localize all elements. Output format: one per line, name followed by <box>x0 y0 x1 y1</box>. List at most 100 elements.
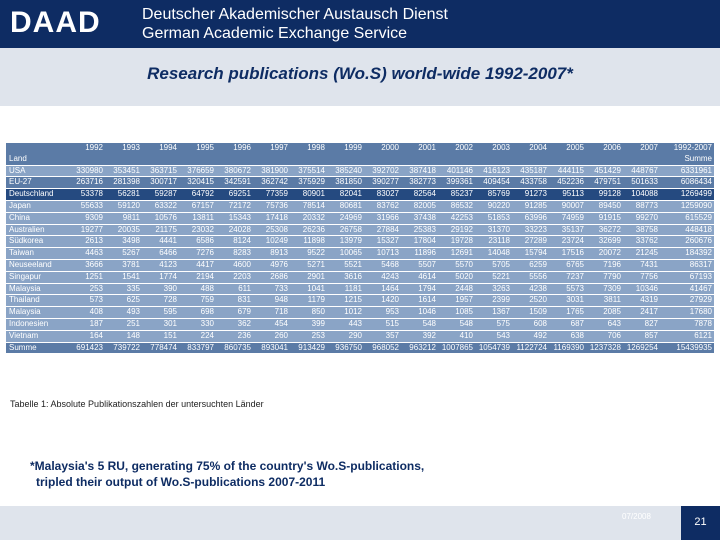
table-cell: 679 <box>216 306 253 319</box>
table-cell: 392 <box>401 329 438 343</box>
table-cell: 718 <box>253 306 290 319</box>
table-cell: 7196 <box>586 258 623 272</box>
table-corner-cell <box>6 143 68 154</box>
slide-title: Research publications (Wo.S) world-wide … <box>147 64 573 83</box>
year-header: 2006 <box>586 143 623 154</box>
table-cell: 59287 <box>142 188 179 201</box>
table-cell: 1012 <box>327 306 364 319</box>
table-cell: 91915 <box>586 211 623 225</box>
table-cell: 548 <box>401 317 438 331</box>
table-cell: 151 <box>142 329 179 343</box>
table-cell: 9309 <box>68 211 105 225</box>
table-cell: 91273 <box>512 188 549 201</box>
country-name: Indonesien <box>6 317 68 331</box>
table-cell: 1251 <box>68 270 105 284</box>
table-cell: 10576 <box>142 211 179 225</box>
table-cell: 2203 <box>216 270 253 284</box>
table-cell: 831 <box>216 294 253 307</box>
table-cell: 1041 <box>290 282 327 295</box>
table-cell: 501633 <box>623 176 660 189</box>
year-header: 1992 <box>68 143 105 154</box>
row-total-cell: 17680 <box>660 306 714 319</box>
table-cell: 55633 <box>68 199 105 213</box>
table-cell: 253 <box>290 329 327 343</box>
table-cell: 850 <box>290 306 327 319</box>
table-cell: 5468 <box>364 258 401 272</box>
table-cell: 23118 <box>475 235 512 248</box>
country-name: China <box>6 211 68 225</box>
table-cell: 7431 <box>623 258 660 272</box>
row-total-cell: 7878 <box>660 317 714 331</box>
table-cell: 290 <box>327 329 364 343</box>
table-cell: 104088 <box>623 188 660 201</box>
org-name-german: Deutscher Akademischer Austausch Dienst <box>142 6 448 23</box>
year-header: 1994 <box>142 143 179 154</box>
table-cell: 448767 <box>623 164 660 177</box>
table-cell: 224 <box>179 329 216 343</box>
table-cell: 64792 <box>179 188 216 201</box>
table-cell: 89450 <box>586 199 623 213</box>
table-cell: 19728 <box>438 235 475 248</box>
table-row: Thailand 573 625 728 759 831 948 1179 1215 1420 16… <box>6 294 714 307</box>
row-total-cell: 15439935 <box>660 341 714 354</box>
table-cell: 17418 <box>253 211 290 225</box>
table-cell: 342591 <box>216 176 253 189</box>
table-cell: 12691 <box>438 247 475 260</box>
table-cell: 416123 <box>475 164 512 177</box>
table-cell: 26758 <box>327 223 364 236</box>
table-row: Malaysia 253 335 390 488 611 733 1041 1181 1464 17… <box>6 282 714 295</box>
table-cell: 778474 <box>142 341 179 354</box>
table-cell: 23724 <box>549 235 586 248</box>
table-row: Deutschland 53378 56281 59287 64792 69251 7735… <box>6 188 714 201</box>
table-cell: 728 <box>142 294 179 307</box>
table-cell: 23032 <box>179 223 216 236</box>
table-cell: 443 <box>327 317 364 331</box>
table-cell: 78514 <box>290 199 327 213</box>
empty-header-cell <box>475 153 512 166</box>
table-cell: 1367 <box>475 306 512 319</box>
footnote-line-2: tripled their output of Wo.S-publication… <box>36 475 326 489</box>
country-name: Malaysia <box>6 306 68 319</box>
table-cell: 3263 <box>475 282 512 295</box>
table-cell: 893041 <box>253 341 290 354</box>
table-cell: 6259 <box>512 258 549 272</box>
year-header: 2004 <box>512 143 549 154</box>
table-cell: 1509 <box>512 306 549 319</box>
footnote-line-1: *Malaysia's 5 RU, generating 75% of the … <box>30 459 425 473</box>
daad-logo: DAAD <box>10 6 101 39</box>
total-header: 1992-2007 <box>660 143 714 154</box>
row-total-cell: 1259090 <box>660 199 714 213</box>
table-cell: 968052 <box>364 341 401 354</box>
empty-header-cell <box>327 153 364 166</box>
table-cell: 698 <box>179 306 216 319</box>
table-cell: 1464 <box>364 282 401 295</box>
table-cell: 83762 <box>364 199 401 213</box>
table-row: Summe 691423 739722 778474 833797 860735 89304… <box>6 341 714 354</box>
table-cell: 37438 <box>401 211 438 225</box>
table-cell: 363715 <box>142 164 179 177</box>
table-cell: 860735 <box>216 341 253 354</box>
table-cell: 759 <box>179 294 216 307</box>
table-cell: 4600 <box>216 258 253 272</box>
empty-header-cell <box>142 153 179 166</box>
table-cell: 4614 <box>401 270 438 284</box>
table-cell: 1054739 <box>475 341 512 354</box>
table-cell: 53378 <box>68 188 105 201</box>
table-cell: 5570 <box>438 258 475 272</box>
table-cell: 687 <box>549 317 586 331</box>
table-cell: 33762 <box>623 235 660 248</box>
table-row: Malaysia 408 493 595 698 679 718 850 1012 953 1046… <box>6 306 714 319</box>
table-cell: 548 <box>438 317 475 331</box>
table-cell: 83027 <box>364 188 401 201</box>
table-cell: 31966 <box>364 211 401 225</box>
empty-header-cell <box>68 153 105 166</box>
table-header-row: 1992 1993 1994 1995 1996 1997 1998 1999 2000 2001… <box>6 143 714 154</box>
country-column-header: Land <box>6 153 68 166</box>
table-cell: 300717 <box>142 176 179 189</box>
row-total-cell: 67193 <box>660 270 714 284</box>
country-name: Deutschland <box>6 188 68 201</box>
table-cell: 410 <box>438 329 475 343</box>
table-cell: 10249 <box>253 235 290 248</box>
table-cell: 691423 <box>68 341 105 354</box>
table-cell: 86532 <box>438 199 475 213</box>
